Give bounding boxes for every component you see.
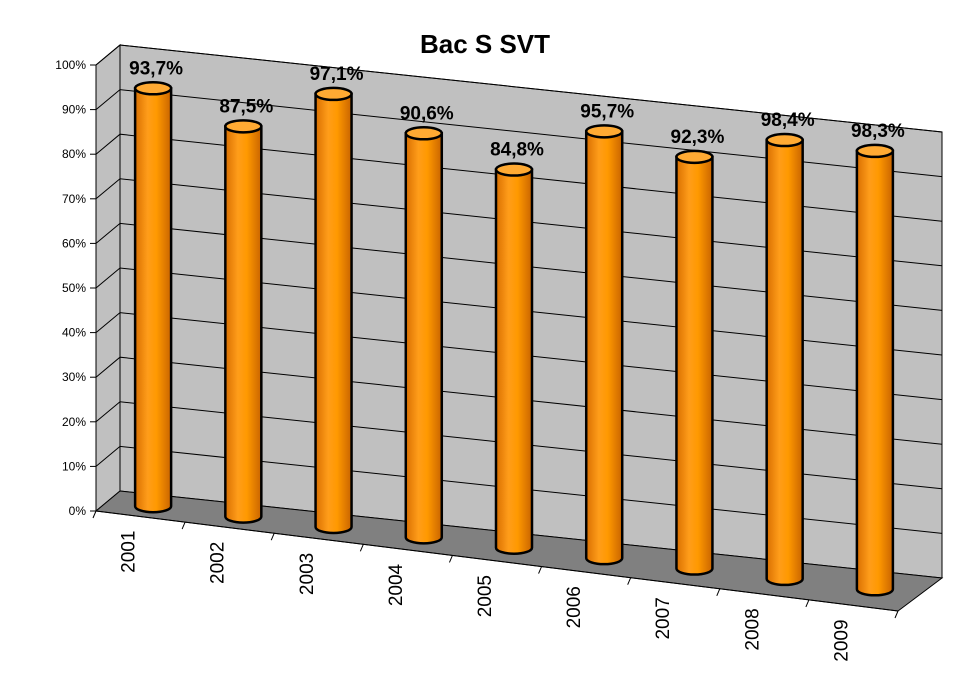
bar-top <box>314 86 353 102</box>
y-tick-label: 20% <box>62 415 86 429</box>
y-tick-label: 60% <box>62 236 86 250</box>
data-label: 93,7% <box>129 58 183 79</box>
y-tick-label: 50% <box>62 281 86 295</box>
data-labels: 93,7% 87,5% 97,1% 90,6% 84,8% 95,7% 92,3% 98,4%… <box>129 58 905 160</box>
x-tick-label: 2007 <box>653 597 674 639</box>
bar-top <box>494 162 534 177</box>
x-tick-label: 2005 <box>475 575 496 617</box>
bar <box>314 86 353 535</box>
bar <box>765 132 804 587</box>
data-label: 98,4% <box>761 110 815 131</box>
bar <box>404 126 444 545</box>
y-tick-label: 10% <box>62 459 86 473</box>
bar-top <box>584 124 624 139</box>
bar-body <box>855 149 895 597</box>
data-label: 98,3% <box>851 121 905 142</box>
y-tick-label: 90% <box>62 103 86 117</box>
bar-body <box>133 87 173 514</box>
y-tick-label: 100% <box>55 58 86 72</box>
bar-body <box>765 138 804 587</box>
bar <box>133 81 173 514</box>
gridline <box>95 445 943 534</box>
bar-top <box>855 143 895 159</box>
bar-top <box>765 132 804 148</box>
x-tick-mark <box>359 544 364 552</box>
data-label: 92,3% <box>671 127 725 148</box>
bar-body <box>675 155 714 576</box>
gridline <box>95 267 943 356</box>
y-tick-label: 0% <box>69 504 87 518</box>
data-label: 97,1% <box>310 64 364 85</box>
gridline <box>95 356 943 445</box>
bar <box>494 162 534 555</box>
bar-body <box>494 168 534 555</box>
x-tick-mark <box>538 566 543 574</box>
bar-body <box>404 132 444 545</box>
bar-top <box>675 149 714 165</box>
y-tick-label: 40% <box>62 326 86 340</box>
x-tick-mark <box>92 510 97 519</box>
gridlines <box>95 44 943 534</box>
data-label: 87,5% <box>219 96 273 117</box>
y-tick-label: 30% <box>62 370 86 384</box>
y-axis: 0% 10% 20% 30% 40% 50% 60% 70% 80% 90% 100% <box>55 58 97 518</box>
gridline <box>95 44 943 133</box>
y-tick-label: 70% <box>62 192 86 206</box>
x-tick-label: 2008 <box>742 608 763 650</box>
x-axis: 2001 2002 2003 2004 2005 2006 2007 2008 2009 <box>92 510 899 662</box>
x-tick-mark <box>627 577 632 585</box>
bar <box>855 143 895 597</box>
bar-top <box>224 119 263 134</box>
gridline <box>95 178 943 267</box>
bar-top <box>404 126 444 141</box>
y-tick-label: 80% <box>62 147 86 161</box>
chart-title: Bac S SVT <box>420 29 550 59</box>
bar <box>584 124 624 566</box>
data-label: 90,6% <box>400 103 454 124</box>
gridline <box>95 312 943 401</box>
data-label: 95,7% <box>580 101 634 122</box>
x-tick-label: 2002 <box>208 542 229 584</box>
bar-body <box>584 130 624 566</box>
x-tick-mark <box>270 533 275 541</box>
x-tick-mark <box>894 610 899 619</box>
x-tick-mark <box>716 588 721 596</box>
x-tick-mark <box>805 599 810 608</box>
bars <box>133 81 895 597</box>
x-tick-mark <box>448 555 453 563</box>
x-axis-line <box>95 510 899 612</box>
gridline <box>95 401 943 490</box>
x-tick-label: 2004 <box>386 563 407 606</box>
x-tick-label: 2001 <box>119 531 140 573</box>
bar-body <box>314 92 353 535</box>
bar <box>675 149 714 576</box>
bar <box>224 119 263 524</box>
x-tick-label: 2009 <box>831 619 852 661</box>
data-label: 84,8% <box>490 140 544 161</box>
gridline <box>95 133 943 222</box>
x-tick-label: 2003 <box>297 553 318 595</box>
x-tick-mark <box>181 521 186 530</box>
gridline <box>95 89 943 178</box>
x-tick-label: 2006 <box>564 586 585 628</box>
bar-top <box>133 81 173 96</box>
bar-body <box>224 125 263 524</box>
gridline <box>95 222 943 311</box>
